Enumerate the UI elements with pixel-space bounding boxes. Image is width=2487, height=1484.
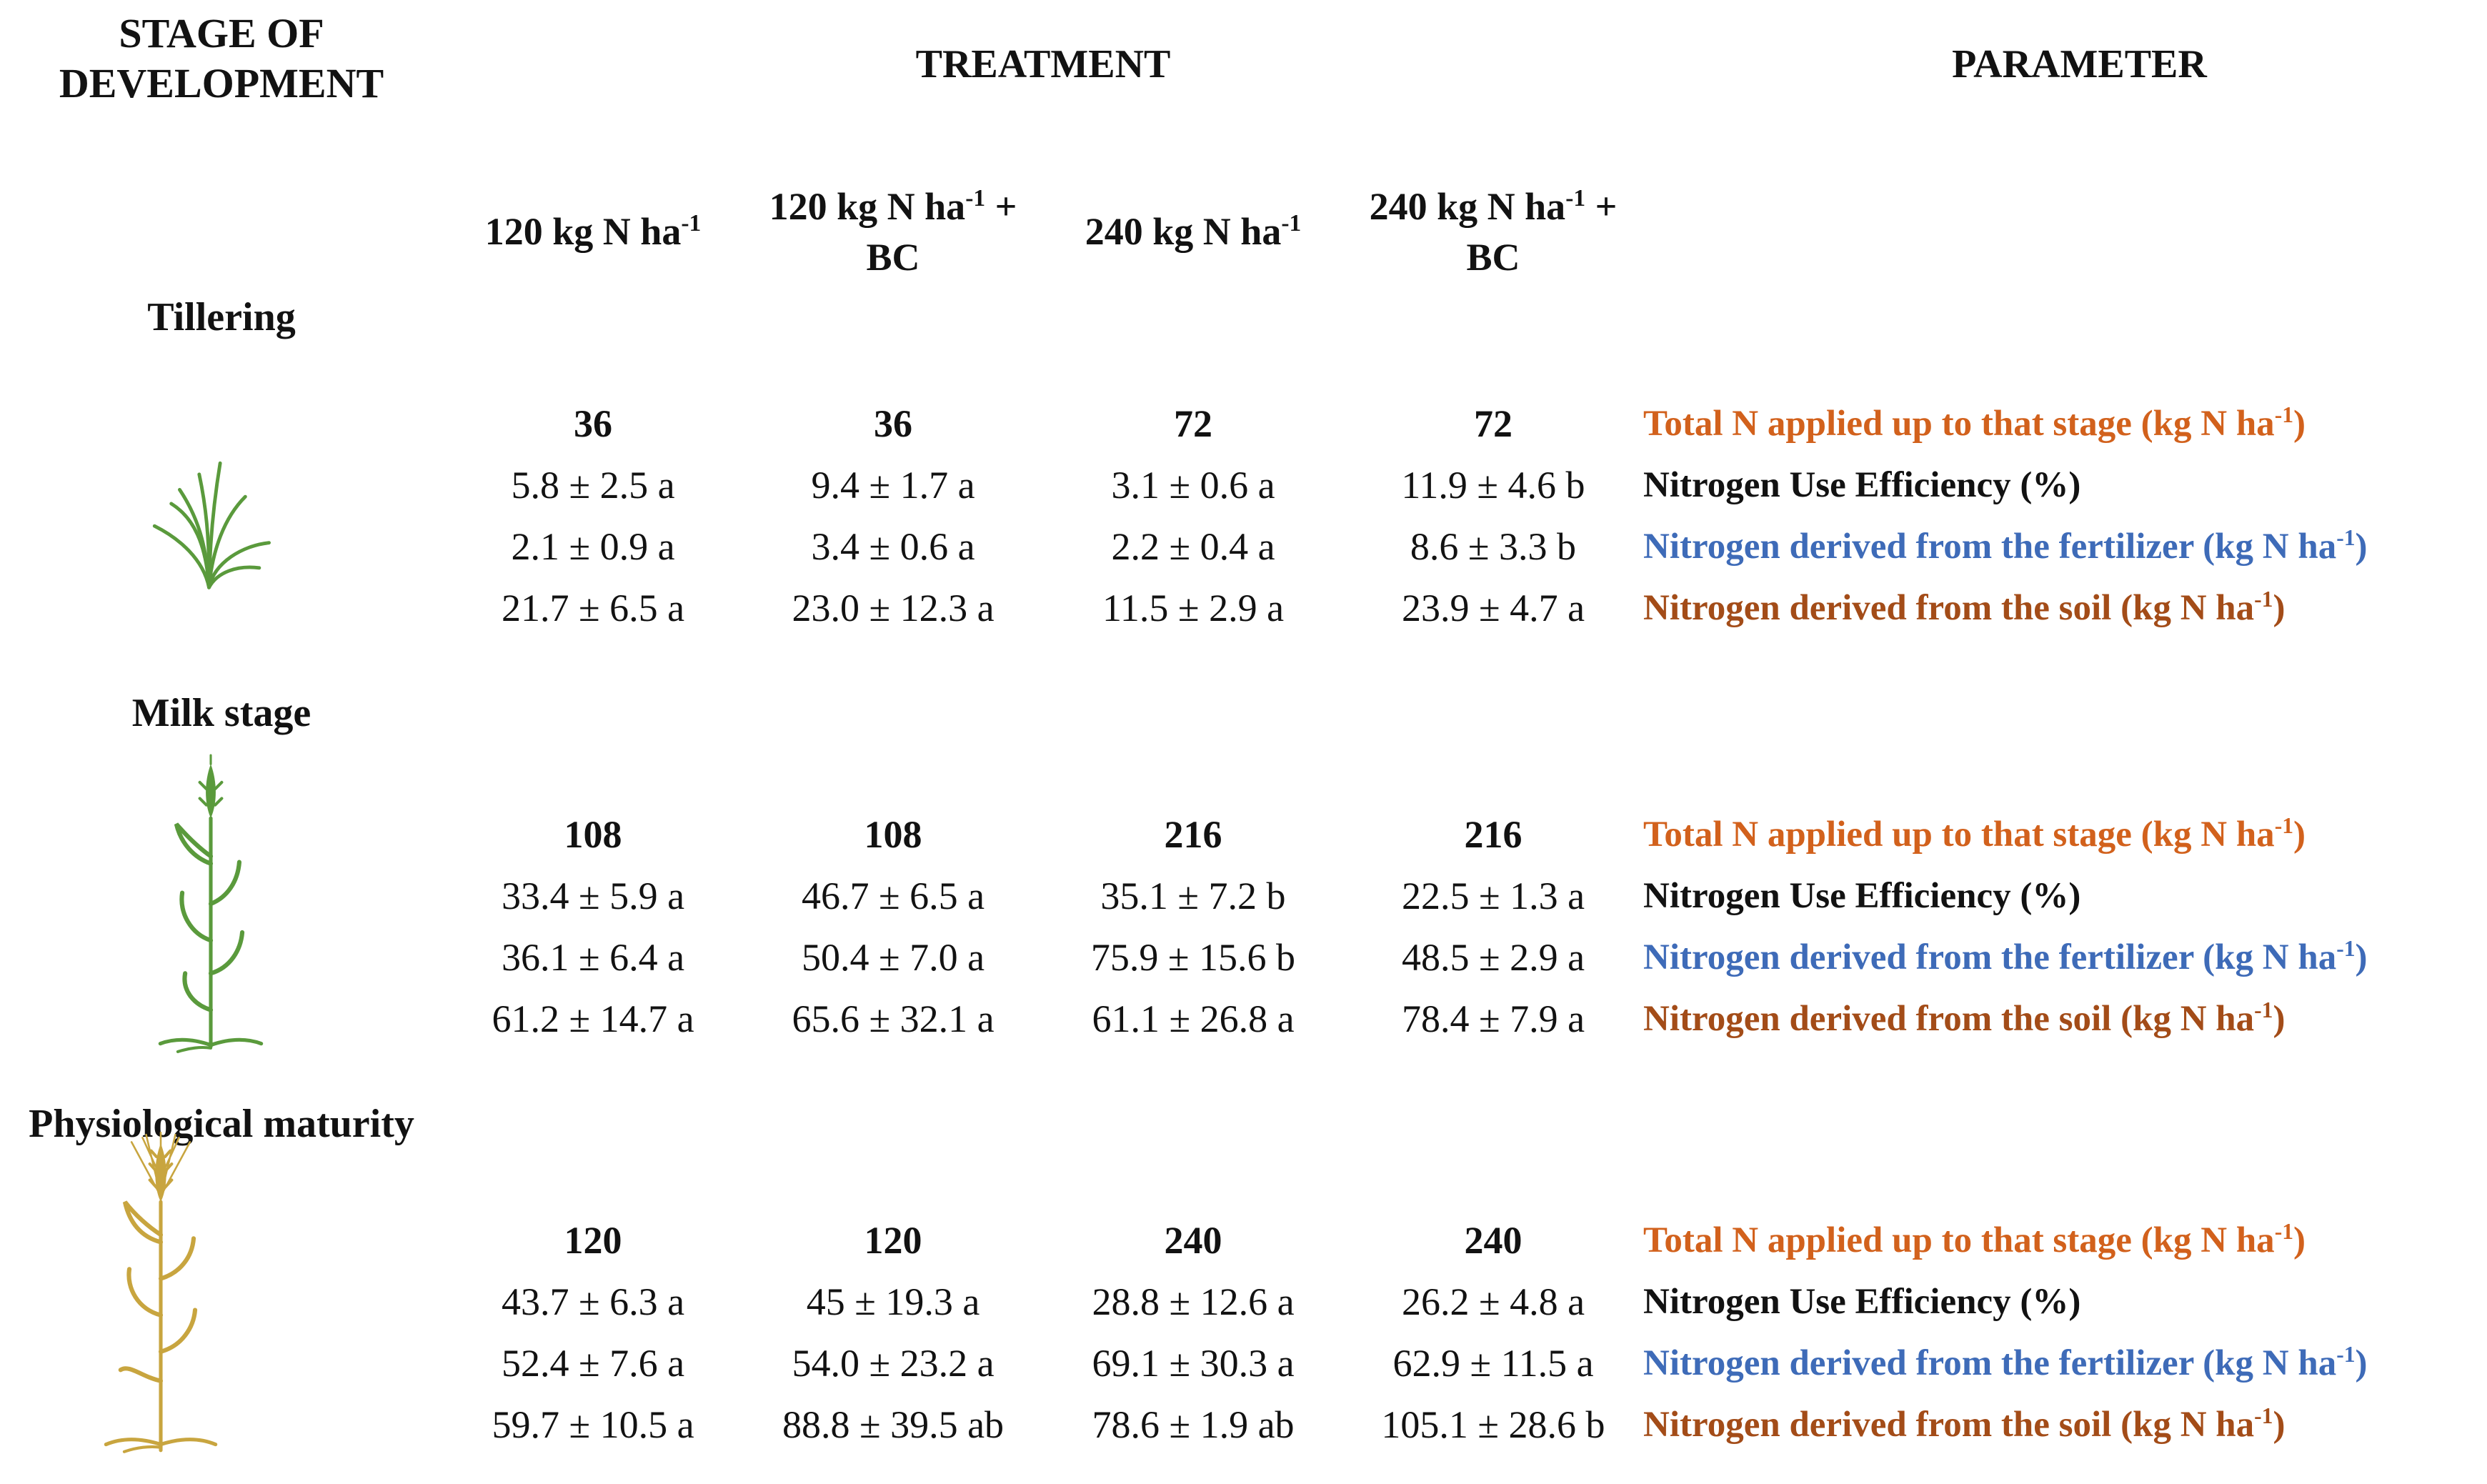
data-block-physiological-maturity: 120 120 240 240 Total N applied up to th… — [443, 1210, 2487, 1455]
param-label-total-n: Total N applied up to that stage (kg N h… — [1643, 812, 2306, 855]
parameter-header: PARAMETER — [1952, 42, 2207, 86]
value-cell: 50.4 ± 7.0 a — [801, 936, 985, 979]
value-cell: 61.1 ± 26.8 a — [1092, 997, 1295, 1040]
total-n-cell: 108 — [864, 813, 922, 856]
value-cell: 33.4 ± 5.9 a — [501, 875, 685, 917]
value-cell: 62.9 ± 11.5 a — [1392, 1342, 1594, 1385]
value-cell: 78.6 ± 1.9 ab — [1092, 1403, 1295, 1446]
value-cell: 3.1 ± 0.6 a — [1111, 464, 1275, 507]
value-cell: 9.4 ± 1.7 a — [811, 464, 975, 507]
value-cell: 35.1 ± 7.2 b — [1100, 875, 1286, 917]
value-cell: 21.7 ± 6.5 a — [501, 587, 685, 629]
total-n-cell: 36 — [574, 402, 612, 445]
value-cell: 11.9 ± 4.6 b — [1401, 464, 1585, 507]
superscript: -1 — [2274, 402, 2294, 427]
treatment-label: 240 kg N ha — [1369, 185, 1566, 229]
value-cell: 23.0 ± 12.3 a — [792, 587, 995, 629]
value-cell: 61.2 ± 14.7 a — [492, 997, 694, 1040]
section-label-physiological-maturity: Physiological maturity — [29, 1102, 414, 1146]
treatment-label: 240 kg N ha — [1085, 210, 1282, 254]
treatment-label: 120 kg N ha — [769, 185, 966, 229]
value-cell: 45 ± 19.3 a — [806, 1280, 980, 1323]
superscript: -1 — [2274, 1218, 2294, 1244]
param-label-total-n: Total N applied up to that stage (kg N h… — [1643, 402, 2306, 444]
value-cell: 5.8 ± 2.5 a — [511, 464, 675, 507]
superscript: -1 — [2254, 997, 2273, 1022]
value-cell: 48.5 ± 2.9 a — [1401, 936, 1585, 979]
superscript: -1 — [1565, 185, 1586, 212]
total-n-cell: 240 — [1464, 1219, 1522, 1262]
total-n-cell: 120 — [864, 1219, 922, 1262]
treatment-header: TREATMENT — [915, 42, 1171, 86]
superscript: -1 — [2254, 586, 2273, 612]
param-label-n-soil: Nitrogen derived from the soil (kg N ha-… — [1643, 1403, 2286, 1445]
golden-wheat-plant-icon — [104, 1131, 218, 1453]
section-label-milk-stage: Milk stage — [131, 691, 312, 735]
section-label-tillering: Tillering — [147, 295, 296, 339]
superscript: -1 — [2254, 1403, 2273, 1428]
value-cell: 26.2 ± 4.8 a — [1401, 1280, 1585, 1323]
value-cell: 59.7 ± 10.5 a — [492, 1403, 694, 1446]
data-block-milk-stage: 108 108 216 216 Total N applied up to th… — [443, 804, 2487, 1050]
value-cell: 36.1 ± 6.4 a — [501, 936, 685, 979]
param-label-nue: Nitrogen Use Efficiency (%) — [1643, 875, 2081, 916]
total-n-cell: 216 — [1464, 813, 1522, 856]
value-cell: 23.9 ± 4.7 a — [1401, 587, 1585, 629]
param-label-n-fertilizer: Nitrogen derived from the fertilizer (kg… — [1643, 935, 2368, 977]
param-label-n-fertilizer: Nitrogen derived from the fertilizer (kg… — [1643, 1341, 2368, 1383]
total-n-cell: 72 — [1474, 402, 1512, 445]
total-n-cell: 120 — [564, 1219, 622, 1262]
data-block-tillering: 36 36 72 72 Total N applied up to that s… — [443, 393, 2487, 639]
value-cell: 52.4 ± 7.6 a — [501, 1342, 685, 1385]
treatment-col-header-120-bc: 120 kg N ha-1 + BC — [769, 185, 1017, 279]
param-label-n-soil: Nitrogen derived from the soil (kg N ha-… — [1643, 586, 2286, 628]
total-n-cell: 36 — [874, 402, 912, 445]
value-cell: 65.6 ± 32.1 a — [792, 997, 995, 1040]
value-cell: 43.7 ± 6.3 a — [501, 1280, 685, 1323]
value-cell: 75.9 ± 15.6 b — [1090, 936, 1296, 979]
superscript: -1 — [2336, 935, 2356, 961]
value-cell: 69.1 ± 30.3 a — [1092, 1342, 1295, 1385]
param-label-n-soil: Nitrogen derived from the soil (kg N ha-… — [1643, 997, 2286, 1039]
grass-tuft-icon — [152, 461, 271, 589]
superscript: -1 — [681, 210, 702, 237]
value-cell: 28.8 ± 12.6 a — [1092, 1280, 1295, 1323]
total-n-cell: 108 — [564, 813, 622, 856]
param-label-total-n: Total N applied up to that stage (kg N h… — [1643, 1218, 2306, 1260]
value-cell: 88.8 ± 39.5 ab — [782, 1403, 1005, 1446]
treatment-label: 120 kg N ha — [484, 210, 682, 254]
superscript: -1 — [2274, 812, 2294, 838]
value-cell: 22.5 ± 1.3 a — [1401, 875, 1585, 917]
superscript: -1 — [1281, 210, 1302, 237]
value-cell: 8.6 ± 3.3 b — [1410, 525, 1577, 568]
value-cell: 2.2 ± 0.4 a — [1111, 525, 1275, 568]
total-n-cell: 240 — [1164, 1219, 1222, 1262]
value-cell: 11.5 ± 2.9 a — [1102, 587, 1285, 629]
treatment-col-header-240: 240 kg N ha-1 — [1043, 166, 1343, 298]
superscript: -1 — [2336, 1341, 2356, 1367]
value-cell: 105.1 ± 28.6 b — [1381, 1403, 1605, 1446]
treatment-col-header-240-bc: 240 kg N ha-1 + BC — [1369, 185, 1618, 279]
value-cell: 78.4 ± 7.9 a — [1401, 997, 1585, 1040]
total-n-cell: 72 — [1174, 402, 1212, 445]
stage-of-development-header: STAGE OF DEVELOPMENT — [59, 10, 384, 106]
value-cell: 46.7 ± 6.5 a — [801, 875, 985, 917]
green-wheat-plant-icon — [158, 754, 264, 1053]
treatment-column-headers: 120 kg N ha-1 120 kg N ha-1 + BC 240 kg … — [443, 166, 1643, 298]
total-n-cell: 216 — [1164, 813, 1222, 856]
value-cell: 2.1 ± 0.9 a — [511, 525, 675, 568]
param-label-n-fertilizer: Nitrogen derived from the fertilizer (kg… — [1643, 524, 2368, 567]
param-label-nue: Nitrogen Use Efficiency (%) — [1643, 464, 2081, 505]
superscript: -1 — [965, 185, 986, 212]
value-cell: 54.0 ± 23.2 a — [792, 1342, 995, 1385]
superscript: -1 — [2336, 524, 2356, 550]
value-cell: 3.4 ± 0.6 a — [811, 525, 975, 568]
treatment-col-header-120: 120 kg N ha-1 — [443, 166, 743, 298]
param-label-nue: Nitrogen Use Efficiency (%) — [1643, 1281, 2081, 1322]
